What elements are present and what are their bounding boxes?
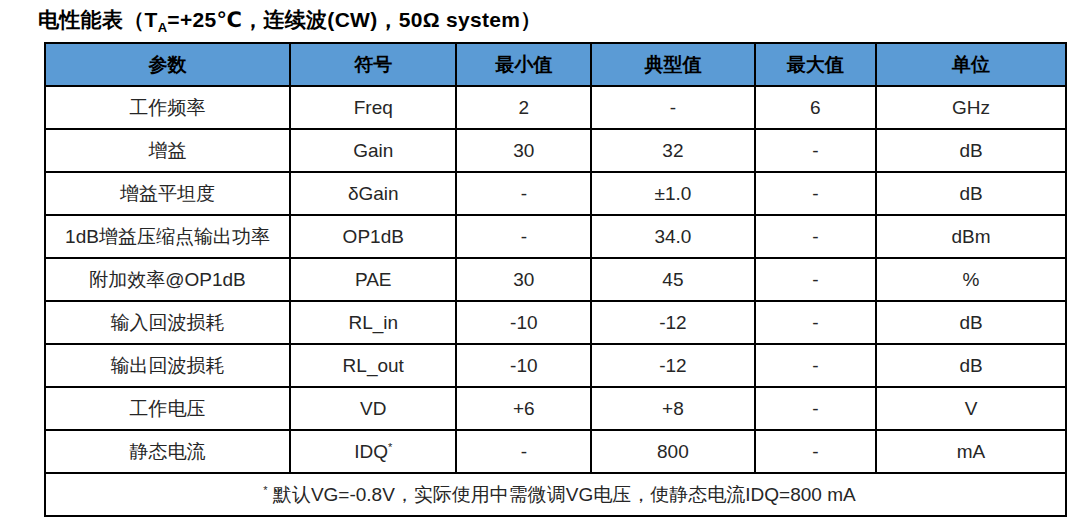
max-cell: - — [755, 258, 876, 301]
min-cell: -10 — [456, 301, 591, 344]
col-header-symbol: 符号 — [290, 43, 456, 86]
page: 电性能表（TA=+25℃，连续波(CW)，50Ω system） 参数 符号 最… — [0, 0, 1080, 527]
symbol-cell: IDQ* — [290, 430, 456, 473]
param-cell: 静态电流 — [45, 430, 290, 473]
typ-cell: 45 — [591, 258, 754, 301]
param-cell: 增益 — [45, 129, 290, 172]
typ-cell: - — [591, 86, 754, 129]
col-header-unit: 单位 — [876, 43, 1066, 86]
table-row-op1db: 1dB增益压缩点输出功率 OP1dB - 34.0 - dBm — [45, 215, 1066, 258]
title-subscript-a: A — [158, 20, 168, 35]
unit-cell: mA — [876, 430, 1066, 473]
param-cell: 增益平坦度 — [45, 172, 290, 215]
param-cell: 工作电压 — [45, 387, 290, 430]
title-text-part2: =+25℃，连续波(CW)，50Ω system） — [167, 8, 541, 31]
unit-cell: dB — [876, 344, 1066, 387]
table-row-gain: 增益 Gain 30 32 - dB — [45, 129, 1066, 172]
unit-cell: dB — [876, 172, 1066, 215]
typ-cell: +8 — [591, 387, 754, 430]
symbol-cell: VD — [290, 387, 456, 430]
table-row-idq: 静态电流 IDQ* - 800 - mA — [45, 430, 1066, 473]
symbol-cell: PAE — [290, 258, 456, 301]
unit-cell: V — [876, 387, 1066, 430]
symbol-cell: Freq — [290, 86, 456, 129]
symbol-cell: δGain — [290, 172, 456, 215]
typ-cell: 32 — [591, 129, 754, 172]
max-cell: - — [755, 215, 876, 258]
table-row-rl-out: 输出回波损耗 RL_out -10 -12 - dB — [45, 344, 1066, 387]
param-cell: 工作频率 — [45, 86, 290, 129]
title-text-part1: 电性能表（T — [38, 8, 158, 31]
table-row-freq: 工作频率 Freq 2 - 6 GHz — [45, 86, 1066, 129]
unit-cell: dB — [876, 301, 1066, 344]
table-row-rl-in: 输入回波损耗 RL_in -10 -12 - dB — [45, 301, 1066, 344]
symbol-cell: Gain — [290, 129, 456, 172]
idq-symbol-text: IDQ — [354, 441, 388, 462]
max-cell: 6 — [755, 86, 876, 129]
table-row-vd: 工作电压 VD +6 +8 - V — [45, 387, 1066, 430]
table-row-gain-flatness: 增益平坦度 δGain - ±1.0 - dB — [45, 172, 1066, 215]
unit-cell: GHz — [876, 86, 1066, 129]
typ-cell: 34.0 — [591, 215, 754, 258]
col-header-typical: 典型值 — [591, 43, 754, 86]
typ-cell: 800 — [591, 430, 754, 473]
symbol-cell: RL_out — [290, 344, 456, 387]
table-row-pae: 附加效率@OP1dB PAE 30 45 - % — [45, 258, 1066, 301]
col-header-max: 最大值 — [755, 43, 876, 86]
max-cell: - — [755, 344, 876, 387]
min-cell: -10 — [456, 344, 591, 387]
param-cell: 1dB增益压缩点输出功率 — [45, 215, 290, 258]
max-cell: - — [755, 387, 876, 430]
param-cell: 输出回波损耗 — [45, 344, 290, 387]
max-cell: - — [755, 430, 876, 473]
min-cell: - — [456, 430, 591, 473]
electrical-spec-table: 参数 符号 最小值 典型值 最大值 单位 工作频率 Freq 2 - 6 GHz… — [44, 42, 1067, 517]
unit-cell: dB — [876, 129, 1066, 172]
unit-cell: dBm — [876, 215, 1066, 258]
symbol-cell: OP1dB — [290, 215, 456, 258]
min-cell: 30 — [456, 129, 591, 172]
page-title: 电性能表（TA=+25℃，连续波(CW)，50Ω system） — [38, 5, 1080, 35]
footnote-text: 默认VG=-0.8V，实际使用中需微调VG电压，使静态电流IDQ=800 mA — [268, 484, 856, 505]
max-cell: - — [755, 301, 876, 344]
param-cell: 附加效率@OP1dB — [45, 258, 290, 301]
typ-cell: -12 — [591, 301, 754, 344]
max-cell: - — [755, 172, 876, 215]
idq-footnote-marker: * — [388, 440, 392, 452]
min-cell: - — [456, 172, 591, 215]
col-header-parameter: 参数 — [45, 43, 290, 86]
min-cell: - — [456, 215, 591, 258]
footnote-cell: * 默认VG=-0.8V，实际使用中需微调VG电压，使静态电流IDQ=800 m… — [45, 473, 1066, 516]
unit-cell: % — [876, 258, 1066, 301]
min-cell: +6 — [456, 387, 591, 430]
col-header-min: 最小值 — [456, 43, 591, 86]
typ-cell: ±1.0 — [591, 172, 754, 215]
max-cell: - — [755, 129, 876, 172]
min-cell: 2 — [456, 86, 591, 129]
footnote-row: * 默认VG=-0.8V，实际使用中需微调VG电压，使静态电流IDQ=800 m… — [45, 473, 1066, 516]
min-cell: 30 — [456, 258, 591, 301]
header-row: 参数 符号 最小值 典型值 最大值 单位 — [45, 43, 1066, 86]
typ-cell: -12 — [591, 344, 754, 387]
param-cell: 输入回波损耗 — [45, 301, 290, 344]
symbol-cell: RL_in — [290, 301, 456, 344]
